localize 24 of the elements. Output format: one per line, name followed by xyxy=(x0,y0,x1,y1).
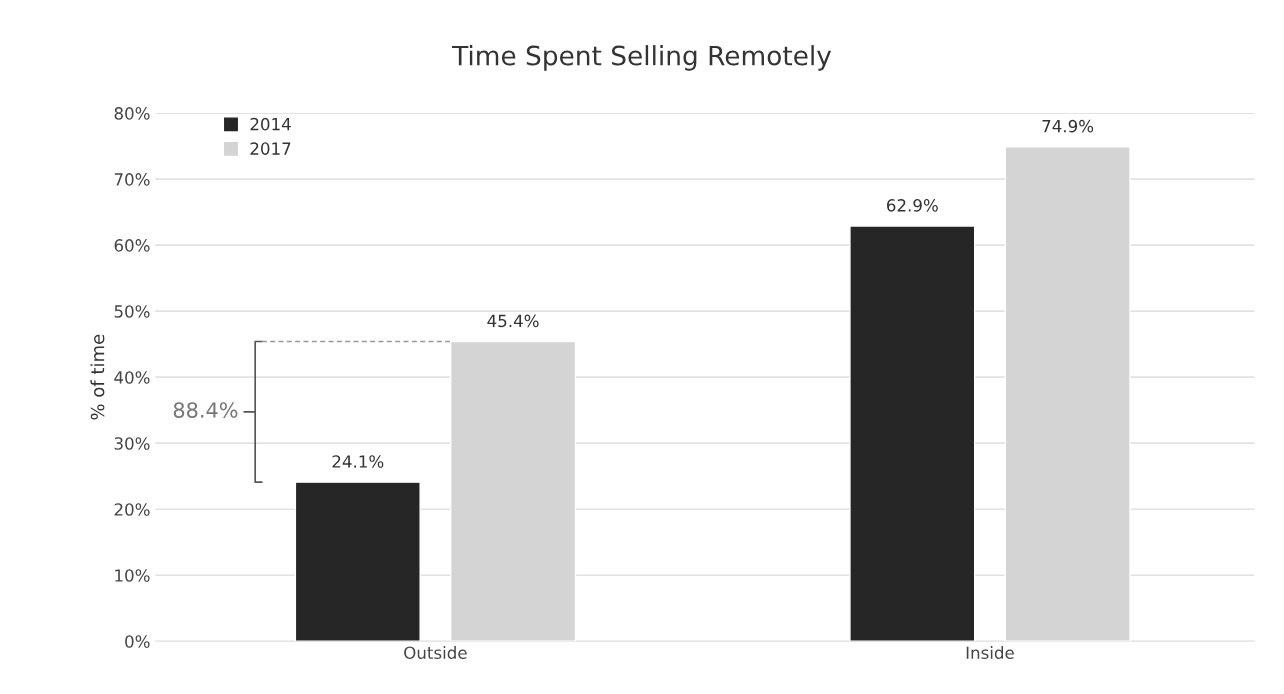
y-tick-label: 40% xyxy=(114,371,150,384)
text: 24.1% xyxy=(332,455,384,468)
bar xyxy=(1004,146,1131,642)
bar xyxy=(449,340,577,642)
x-tick-label: Inside xyxy=(966,646,1014,660)
y-tick-label: 30% xyxy=(114,437,150,450)
y-tick-label: 70% xyxy=(114,173,150,186)
y-axis-title: % of time xyxy=(90,334,105,420)
chart-title: Time Spent Selling Remotely xyxy=(452,45,832,71)
y-tick-label: 10% xyxy=(115,569,150,582)
legend-label: 2017 xyxy=(250,142,291,155)
y-tick-label: 20% xyxy=(114,503,150,516)
y-tick-label: 50% xyxy=(114,305,150,318)
annotation: 88.4% xyxy=(173,402,238,418)
y-tick-label: 60% xyxy=(114,239,150,252)
x-tick-label: Outside xyxy=(404,646,467,660)
legend-label: 2014 xyxy=(250,117,291,131)
bar xyxy=(294,481,421,642)
y-tick-label: 0% xyxy=(125,635,150,648)
text: 45.4% xyxy=(487,314,539,328)
bar xyxy=(849,225,976,642)
text: 74.9% xyxy=(1042,119,1094,133)
y-tick-label: 80% xyxy=(114,107,150,120)
text: 62.9% xyxy=(887,199,938,212)
